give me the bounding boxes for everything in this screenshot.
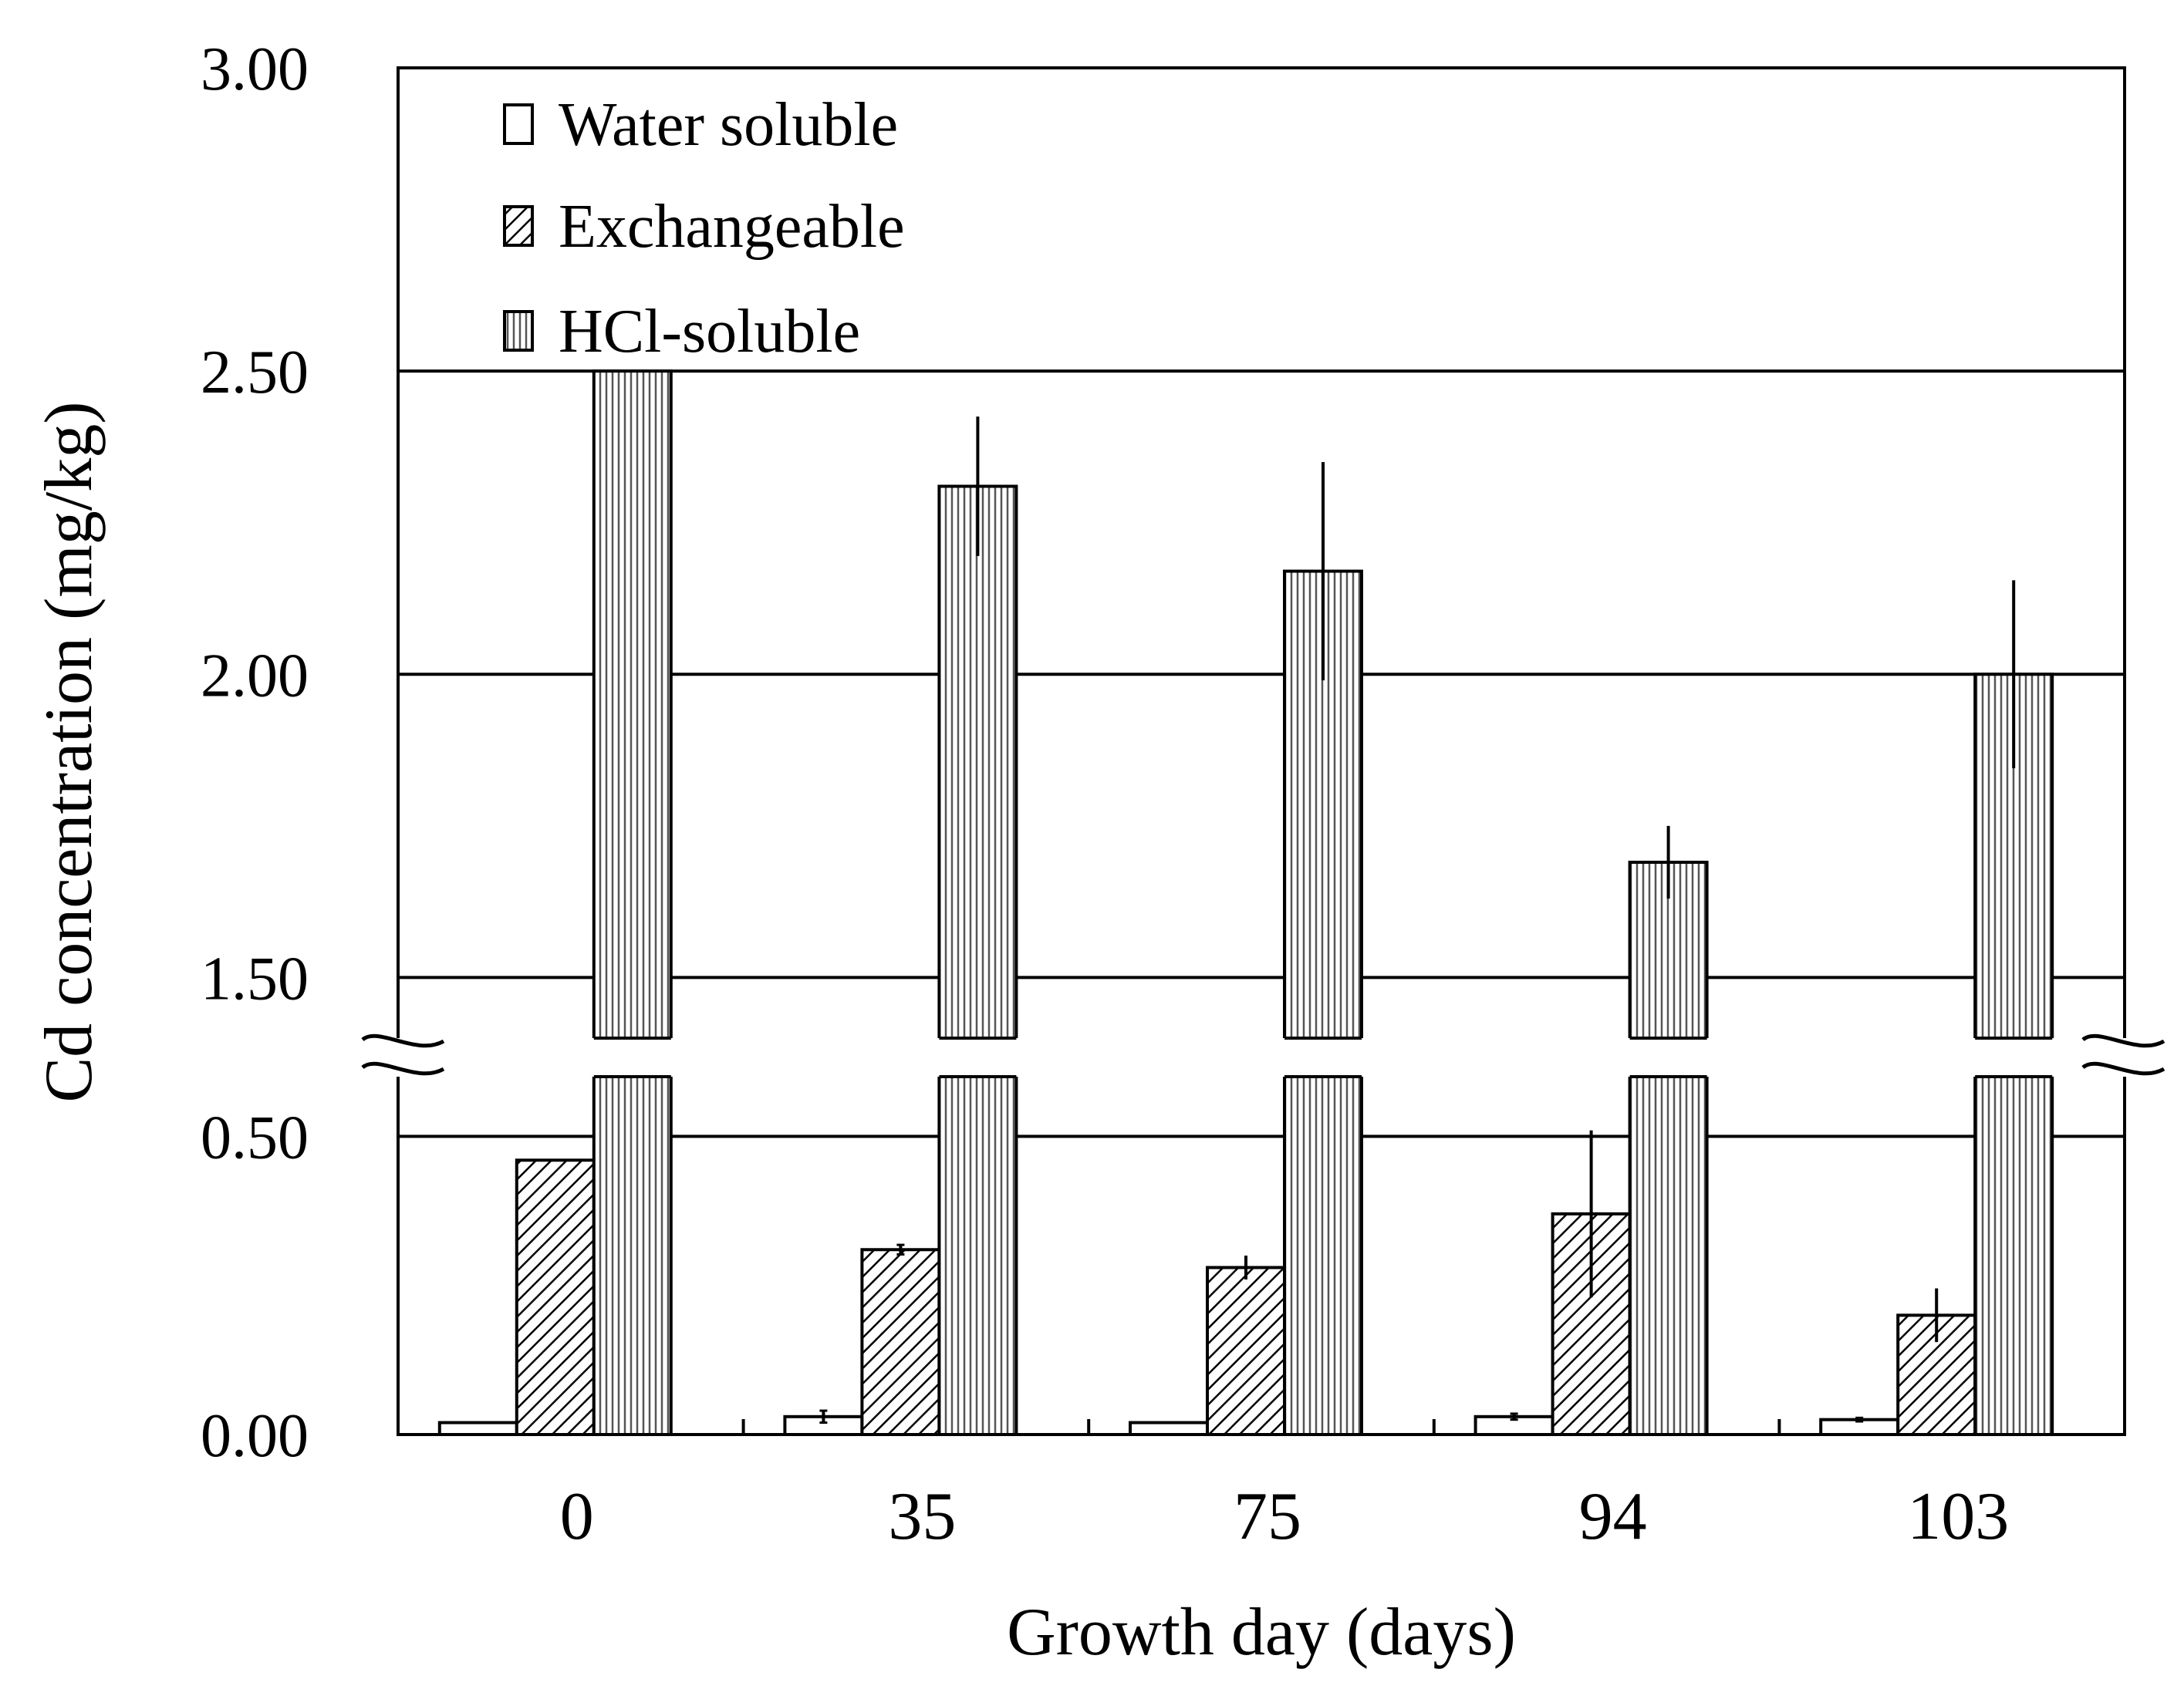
y-tick-label: 3.00: [201, 35, 309, 103]
x-tick-label: 103: [1907, 1479, 2009, 1554]
y-tick-label: 1.50: [201, 945, 309, 1013]
axis-break-left-symbol: [361, 1033, 445, 1076]
y-axis-label: Cd concentration (mg/kg): [32, 401, 106, 1102]
legend-item-water-soluble: Water soluble: [503, 91, 898, 159]
legend-label-water-soluble: Water soluble: [559, 91, 898, 159]
x-tick-label: 0: [560, 1479, 594, 1554]
axis-break: [0, 1033, 2184, 1077]
bar-hcl-soluble-94: [1628, 860, 1709, 1437]
y-tick-label: 2.00: [201, 642, 309, 710]
bar-break-edges: [593, 1037, 2053, 1078]
error-bars: [819, 416, 2016, 1425]
bar-exchangeable-75: [1206, 1266, 1286, 1437]
legend-swatch-water-soluble: [503, 103, 534, 145]
y-tick-label: 0.00: [201, 1402, 309, 1470]
axis-break-right-symbol: [2081, 1033, 2165, 1076]
legend-swatch-exchangeable: [503, 205, 534, 247]
bar-exchangeable-0: [515, 1158, 596, 1437]
bar-hcl-soluble-35: [937, 484, 1018, 1437]
legend: Water soluble Exchangeable HCl-soluble: [503, 91, 905, 366]
bar-water-soluble-0: [437, 1421, 518, 1436]
legend-label-hcl-soluble: HCl-soluble: [559, 298, 860, 366]
y-tick-label: 0.50: [201, 1104, 309, 1172]
x-axis-label: Growth day (days): [1007, 1595, 1516, 1670]
y-tick-label: 2.50: [201, 339, 309, 406]
legend-item-hcl-soluble: HCl-soluble: [503, 298, 860, 366]
x-tick-labels: 0 35 75 94 103: [560, 1419, 2009, 1554]
x-tick-label: 35: [888, 1479, 956, 1554]
y-tick-labels: 0.00 0.50 1.50 2.00 2.50 3.00: [201, 35, 309, 1470]
bar-hcl-soluble-75: [1283, 569, 1363, 1436]
bar-water-soluble-75: [1129, 1421, 1209, 1436]
x-tick-label: 75: [1234, 1479, 1301, 1554]
x-tick-label: 94: [1579, 1479, 1647, 1554]
bar-exchangeable-35: [860, 1248, 941, 1437]
plot-frame: [397, 66, 2126, 1436]
legend-swatch-hcl-soluble: [503, 310, 534, 352]
bar-hcl-soluble-0: [592, 369, 673, 1436]
legend-label-exchangeable: Exchangeable: [559, 193, 905, 261]
legend-item-exchangeable: Exchangeable: [503, 193, 905, 261]
grid-lines: [398, 369, 2125, 1138]
